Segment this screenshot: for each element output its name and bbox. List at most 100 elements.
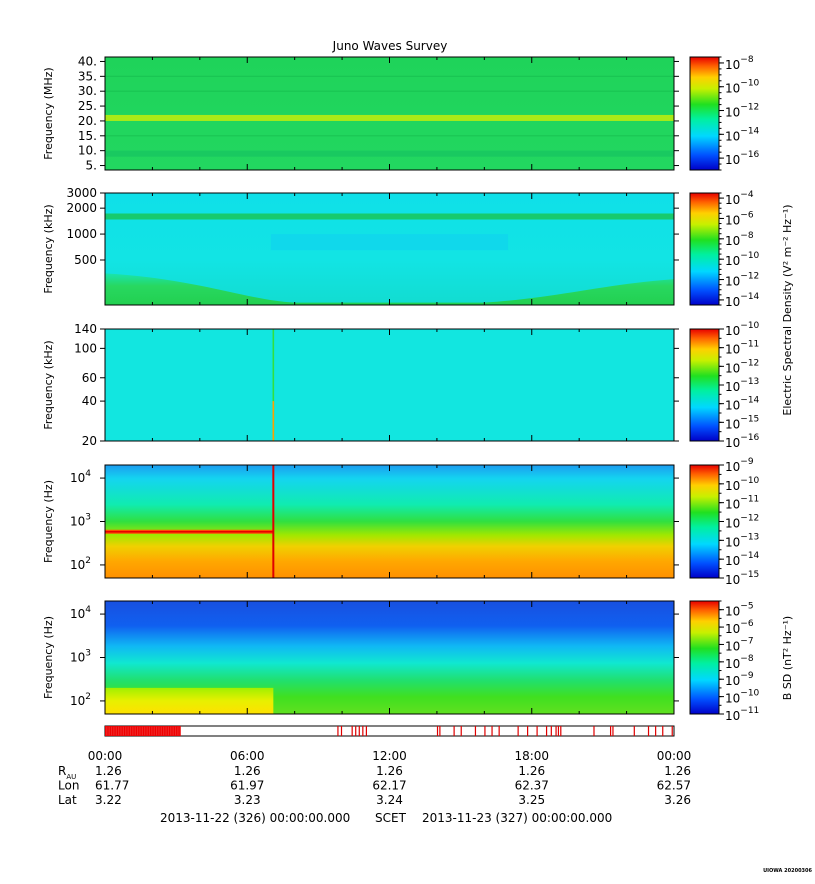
colorbar-tick-label: 10−10 [725,321,760,338]
time-tick-label: 00:00 [88,749,123,763]
mode-bar-mark [655,726,657,736]
mode-bar-mark [340,726,343,736]
ephemeris-label: Lat [58,793,77,807]
colorbar-4 [689,464,720,579]
colorbar-tick-label: 10−12 [725,358,759,375]
feature-2-2 [105,273,674,305]
y-axis-label: Frequency (Hz) [42,616,55,699]
y-tick-label: 500 [74,253,97,267]
spectrogram-4 [105,465,674,578]
feature-3-1-hot [272,401,275,441]
colorbar-tick-label: 10−10 [725,476,760,493]
colorbar-tick-exponent: −9 [740,671,754,681]
y-tick-label: 140 [74,322,97,336]
colorbar-tick-label: 10−4 [725,190,754,207]
ephemeris-label: Lon [58,779,79,793]
colorbar-tick-label: 10−10 [725,251,760,268]
mode-bar-mark [358,726,360,736]
colorbar-2 [689,192,720,306]
colorbar-tick-exponent: −10 [740,689,759,699]
mode-bar-block [105,726,181,736]
colorbar-tick-exponent: −8 [740,231,754,241]
y-tick-label: 5. [86,159,97,173]
mode-bar-mark [355,726,357,736]
ephemeris-value: 62.37 [515,779,549,793]
y-tick-exponent: 2 [85,692,91,702]
colorbar-tick-exponent: −14 [740,292,759,302]
colorbar-tick-label: 10−7 [725,636,754,653]
y-tick-label: 15. [78,129,97,143]
spectrogram-3 [105,329,674,441]
mode-bar-mark [633,726,635,736]
y-tick-label: 104 [70,605,91,621]
colorbar-tick-label: 10−8 [725,231,754,248]
ephemeris-value: 1.26 [376,764,403,778]
colorbar-tick-label: 10−6 [725,210,754,227]
mode-bar-mark [460,726,462,736]
colorbar-tick-label: 10−8 [725,654,754,671]
colorbar-tick-label: 10−10 [725,79,760,96]
colorbar-tick-label: 10−14 [725,396,760,413]
colorbar-tick-exponent: −14 [740,551,759,561]
y-tick-label: 100 [74,341,97,355]
mode-bar-mark [612,726,614,736]
colorbar-tick-exponent: −15 [740,570,759,580]
range-end: 2013-11-23 (327) 00:00:00.000 [422,811,612,825]
time-tick-label: 12:00 [372,749,407,763]
feature-5-1 [105,687,274,714]
ephemeris-value: 1.26 [95,764,122,778]
mode-bar-mark [536,726,538,736]
footer-mark: UIOWA 20200306 [763,868,812,874]
y-axis-label: Frequency (kHz) [42,204,55,293]
mode-bar-mark [491,726,493,736]
y-tick-label: 20. [78,114,97,128]
y-tick-label: 30. [78,84,97,98]
feature-3-1 [272,329,275,441]
colorbar-tick-label: 10−9 [725,671,754,688]
mode-bar-mark [671,726,673,736]
mode-bar-mark [557,726,560,736]
colorbar-tick-label: 10−11 [725,706,759,723]
colorbar-tick-exponent: −12 [740,514,759,524]
colorbar-tick-exponent: −11 [740,706,759,716]
colorbar-tick-exponent: −13 [740,377,759,387]
colorbar-tick-exponent: −5 [740,602,753,612]
chart-title: Juno Waves Survey [332,39,448,53]
range-start: 2013-11-22 (326) 00:00:00.000 [160,811,350,825]
colorbar-tick-exponent: −6 [740,210,754,220]
colorbar-tick-exponent: −10 [740,251,759,261]
colorbar-tick-label: 10−6 [725,619,754,636]
colorbar-3 [689,328,720,442]
colorbar-tick-exponent: −12 [740,272,759,282]
feature-1-1 [105,114,674,121]
y-tick-label: 1000 [66,227,97,241]
colorbar-tick-exponent: −10 [740,321,759,331]
feature-4-1-core [105,530,274,533]
y-tick-exponent: 4 [85,469,91,479]
ephemeris-value: 62.57 [657,779,691,793]
mode-bar-mark [453,726,455,736]
colorbar-tick-exponent: −16 [740,150,759,160]
y-tick-label: 3000 [66,186,97,200]
feature-1-2-faint-1 [105,90,674,92]
colorbar-tick-exponent: −11 [740,495,759,505]
y-tick-exponent: 4 [85,605,91,615]
y-tick-label: 40. [78,54,97,68]
ephemeris-value: 3.26 [664,793,691,807]
y-tick-label: 35. [78,69,97,83]
feature-2-2-blue-haze [270,234,509,251]
colorbar-tick-label: 10−11 [725,340,759,357]
time-tick-label: 18:00 [514,749,549,763]
colorbar-tick-label: 10−12 [725,103,759,120]
y-axis-label: Frequency (Hz) [42,480,55,563]
colorbar-tick-label: 10−14 [725,292,760,309]
colorbar-tick-label: 10−12 [725,514,759,531]
colorbar-tick-exponent: −14 [740,396,759,406]
mode-bar-mark [545,726,548,736]
mode-bar-mark [560,726,562,736]
mode-bar [104,725,675,737]
